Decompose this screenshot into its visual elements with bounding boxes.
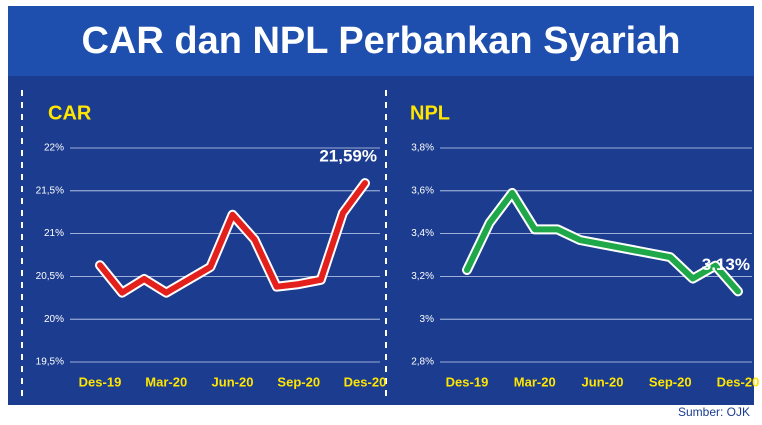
chart-title: CAR [48,102,92,124]
x-tick-label: Jun-20 [212,374,254,389]
y-tick-label: 21,5% [36,185,64,196]
x-tick-label: Des-19 [446,374,489,389]
y-tick-label: 19,5% [36,357,64,368]
x-tick-label: Des-20 [344,374,387,389]
y-tick-label: 3,8% [411,143,434,154]
x-tick-label: Sep-20 [649,374,692,389]
x-tick-label: Des-19 [79,374,122,389]
y-tick-label: 3,2% [411,271,434,282]
y-tick-label: 20,5% [36,271,64,282]
chart-title: NPL [410,102,450,124]
y-tick-label: 3,4% [411,228,434,239]
value-label: 21,59% [319,147,377,166]
x-tick-label: Des-20 [717,374,760,389]
x-tick-label: Mar-20 [145,374,187,389]
footer-bar [8,405,754,419]
title-bar [8,6,754,76]
x-tick-label: Mar-20 [514,374,556,389]
line [97,180,368,296]
y-tick-label: 2,8% [411,357,434,368]
y-tick-label: 20% [44,314,64,325]
main-title: CAR dan NPL Perbankan Syariah [81,20,680,62]
value-label: 3,13% [702,255,750,274]
y-tick-label: 3% [420,314,435,325]
y-tick-label: 21% [44,228,64,239]
x-tick-label: Sep-20 [277,374,320,389]
x-tick-label: Jun-20 [582,374,624,389]
y-tick-label: 22% [44,143,64,154]
y-tick-label: 3,6% [411,185,434,196]
source: Sumber: OJK [678,405,750,419]
line [464,189,741,295]
